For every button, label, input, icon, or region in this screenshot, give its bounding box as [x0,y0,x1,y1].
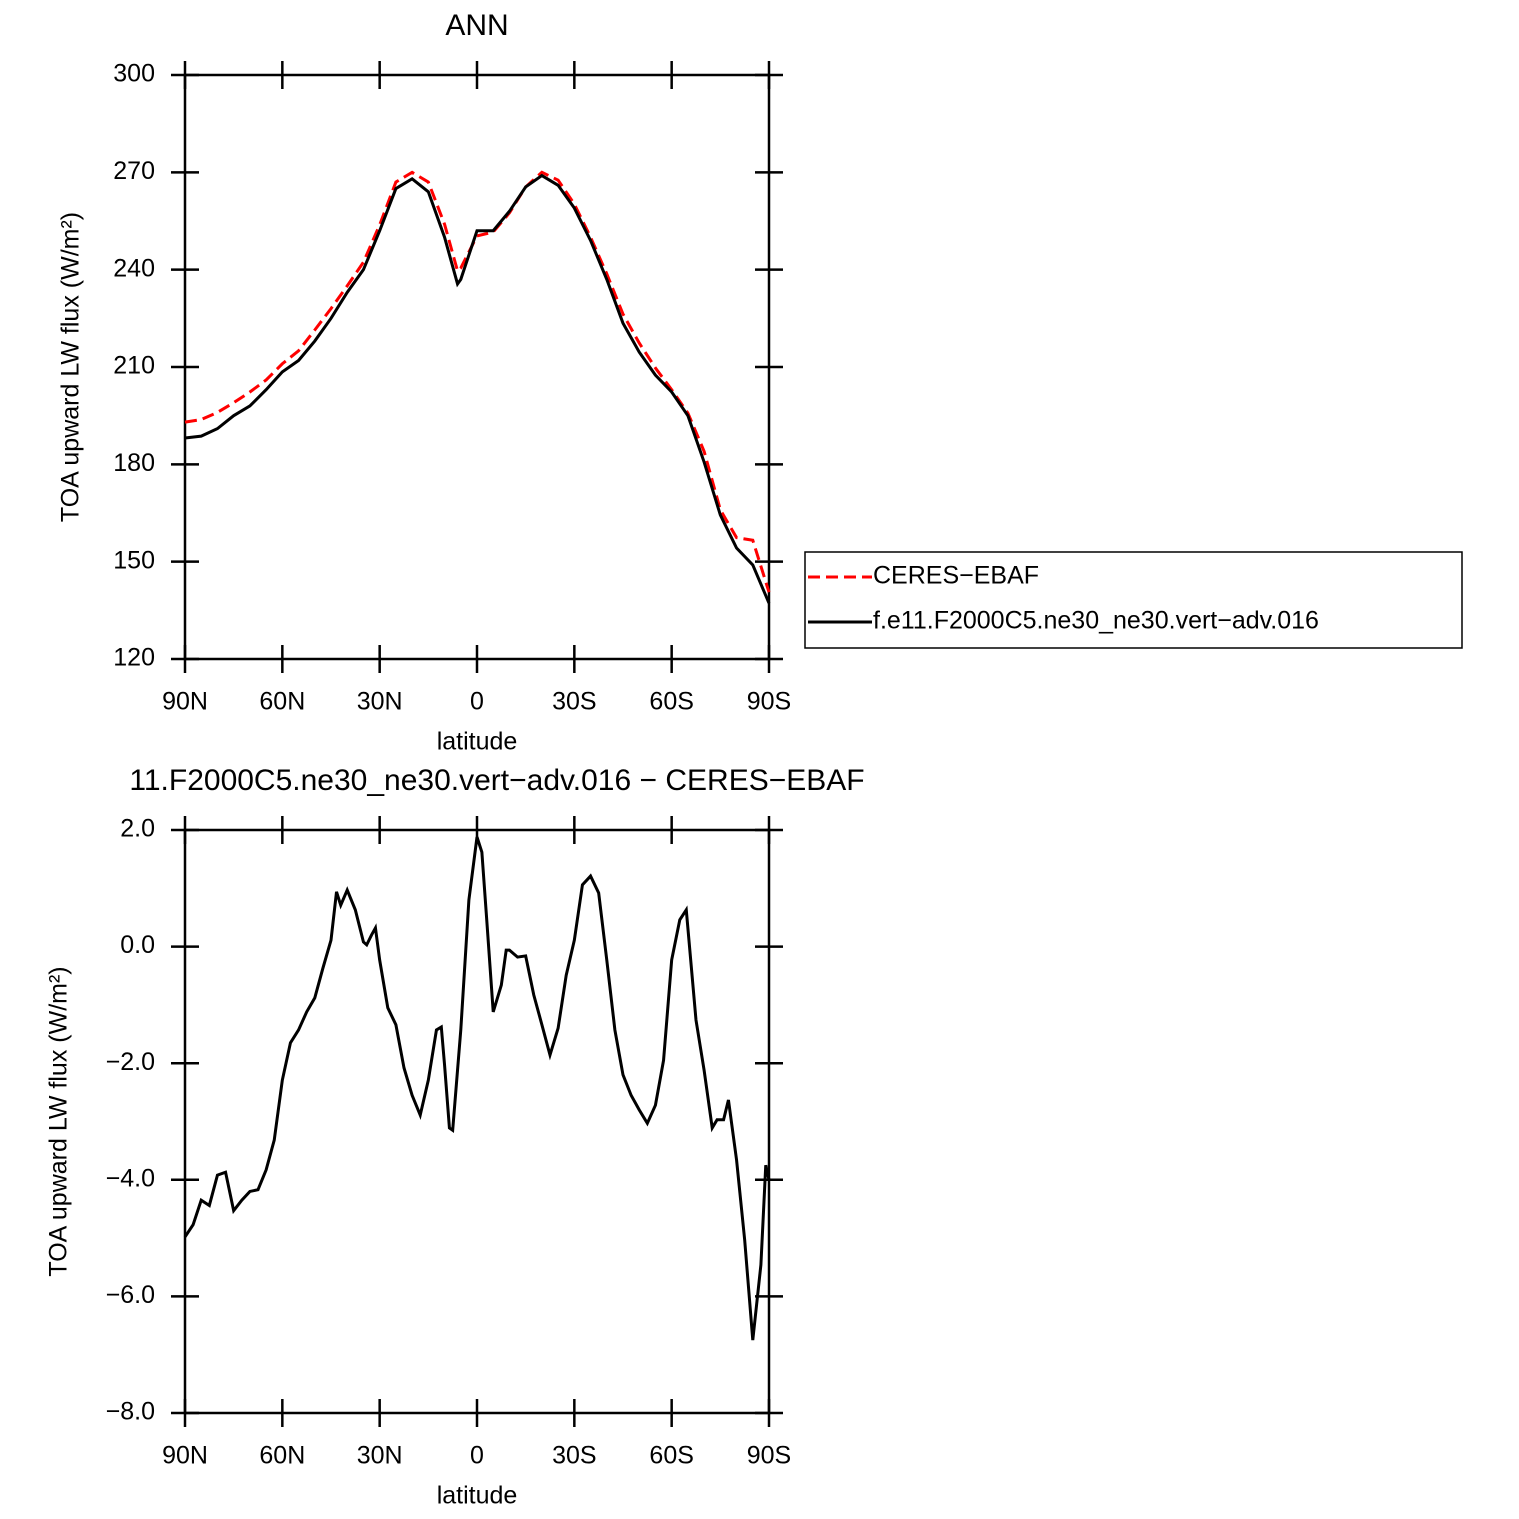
y-tick-label: 0.0 [120,931,155,959]
y-tick-label: 240 [113,254,155,282]
y-tick-label: −4.0 [106,1164,155,1192]
data-line [183,836,771,1341]
plot-frame [183,73,771,661]
y-tick-label: 270 [113,157,155,185]
y-tick-label: 120 [113,644,155,672]
y-axis-label: TOA upward LW flux (W/m²) [45,966,73,1276]
data-line [184,173,771,604]
y-tick-label: 300 [113,60,155,88]
x-tick-label: 90N [162,1442,208,1470]
legend-label: f.e11.F2000C5.ne30_ne30.vert−adv.016 [873,607,1319,635]
x-tick-label: 90S [747,688,791,716]
chart-title: ANN [445,9,508,42]
x-tick-label: 0 [470,688,484,716]
x-axis-label: latitude [437,1482,518,1510]
legend-label: CERES−EBAF [873,562,1039,590]
x-tick-label: 60N [259,688,305,716]
x-tick-label: 30N [357,1442,403,1470]
x-tick-label: 90S [747,1442,791,1470]
chart-title: 11.F2000C5.ne30_ne30.vert−adv.016 − CERE… [129,764,864,797]
legend-box [804,551,1463,649]
x-axis-label: latitude [437,728,518,756]
x-tick-label: 60S [649,1442,693,1470]
y-tick-label: −8.0 [106,1398,155,1426]
x-tick-label: 30S [552,1442,596,1470]
y-tick-label: −2.0 [106,1048,155,1076]
y-tick-label: 150 [113,546,155,574]
y-axis-label: TOA upward LW flux (W/m²) [57,212,85,522]
x-tick-label: 60N [259,1442,305,1470]
x-tick-label: 90N [162,688,208,716]
x-tick-label: 30S [552,688,596,716]
y-tick-label: 180 [113,449,155,477]
x-tick-label: 60S [649,688,693,716]
y-tick-label: 2.0 [120,815,155,843]
y-tick-label: −6.0 [106,1281,155,1309]
x-tick-label: 0 [470,1442,484,1470]
x-tick-label: 30N [357,688,403,716]
y-tick-label: 210 [113,352,155,380]
